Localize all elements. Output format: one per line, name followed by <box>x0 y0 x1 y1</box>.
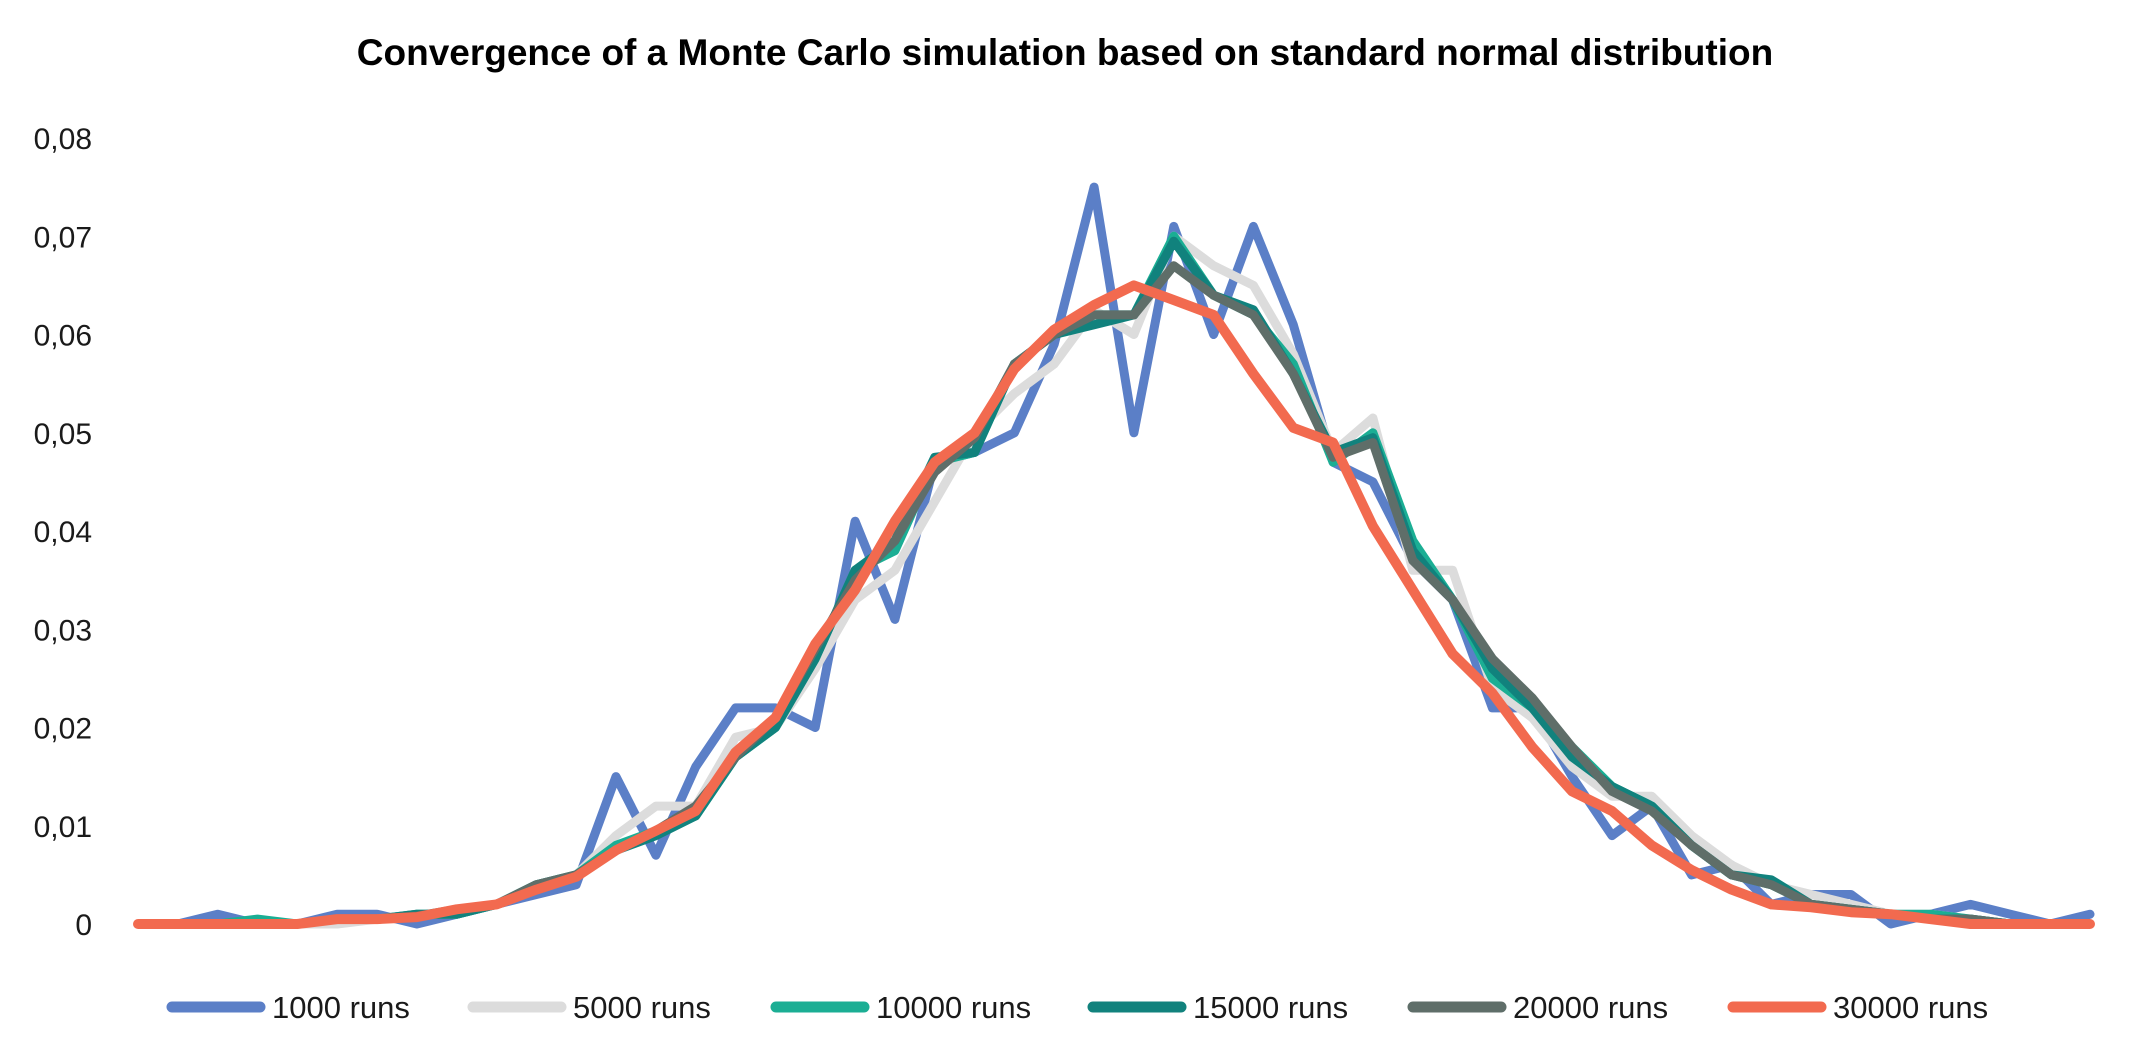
legend-label: 10000 runs <box>876 990 1031 1025</box>
y-axis: 0 0,01 0,02 0,03 0,04 0,05 0,06 0,07 0,08 <box>34 123 92 942</box>
legend: 1000 runs 5000 runs 10000 runs 15000 runs 20… <box>166 990 1988 1025</box>
y-tick-label: 0,05 <box>34 418 92 451</box>
series-line-30000-runs <box>133 280 2095 929</box>
series-layer <box>133 182 2095 929</box>
series-line-10000-runs <box>133 231 2095 929</box>
y-tick-label: 0 <box>75 909 92 942</box>
legend-label: 5000 runs <box>573 990 711 1025</box>
legend-label: 1000 runs <box>272 990 410 1025</box>
legend-label: 20000 runs <box>1513 990 1668 1025</box>
y-tick-label: 0,04 <box>34 516 92 549</box>
series-line-5000-runs <box>133 231 2095 929</box>
chart-title: Convergence of a Monte Carlo simulation … <box>356 32 1774 73</box>
y-tick-label: 0,08 <box>34 123 92 156</box>
y-tick-label: 0,02 <box>34 713 92 746</box>
legend-label: 15000 runs <box>1193 990 1348 1025</box>
legend-label: 30000 runs <box>1833 990 1988 1025</box>
y-tick-label: 0,06 <box>34 320 92 353</box>
series-line-20000-runs <box>133 261 2095 929</box>
y-tick-label: 0,07 <box>34 221 92 254</box>
y-tick-label: 0,03 <box>34 614 92 647</box>
series-line-15000-runs <box>133 236 2095 929</box>
y-tick-label: 0,01 <box>34 811 92 844</box>
